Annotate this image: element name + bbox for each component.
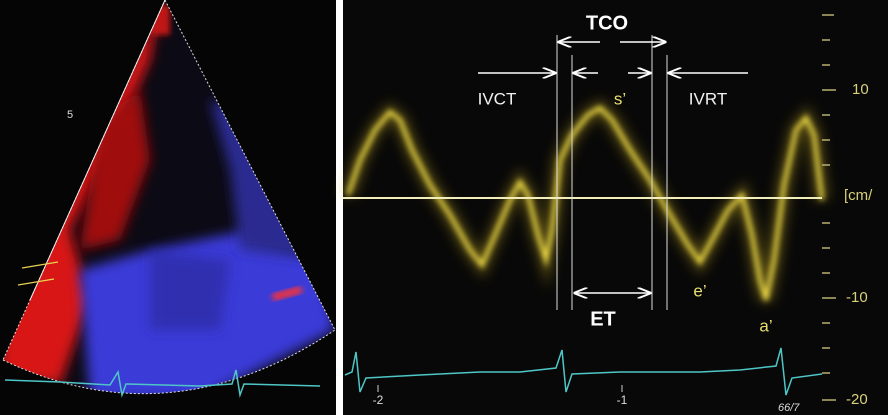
tco-label: TCO xyxy=(586,12,628,34)
scale-label: -10 xyxy=(846,289,868,306)
et-label: ET xyxy=(590,308,616,330)
figure: 5 TCO IVCT s’ IVRT ET e’ a’ xyxy=(0,0,888,415)
s-prime-label: s’ xyxy=(614,89,626,108)
scale-label: 10 xyxy=(852,81,869,98)
ivct-label: IVCT xyxy=(478,89,517,108)
scale-label: -20 xyxy=(846,391,868,408)
time-label: -2 xyxy=(373,393,384,407)
a-prime-label: a’ xyxy=(759,316,772,335)
ivrt-label: IVRT xyxy=(689,89,727,108)
footer-label: 66/7 xyxy=(778,402,800,414)
e-prime-label: e’ xyxy=(693,281,706,300)
panel-background xyxy=(343,0,888,415)
scale-unit: [cm/ xyxy=(844,187,873,204)
time-label: -1 xyxy=(617,393,628,407)
doppler-panel: TCO IVCT s’ IVRT ET e’ a’ 10 [cm/ -10 -2… xyxy=(343,0,888,415)
depth-label: 5 xyxy=(67,109,73,121)
echo-panel: 5 xyxy=(0,0,336,415)
